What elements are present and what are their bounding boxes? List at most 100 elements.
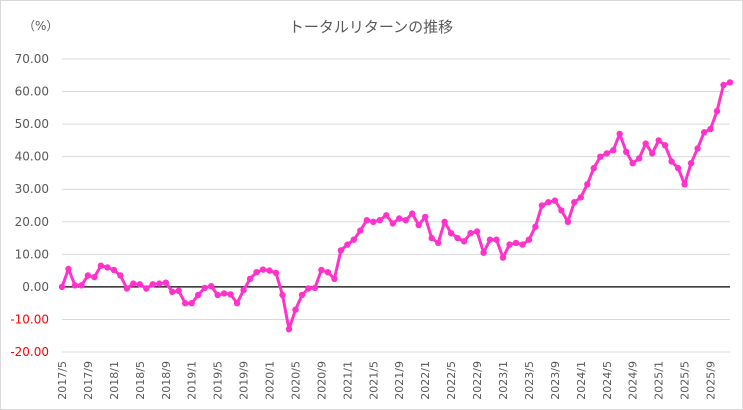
data-point <box>123 285 131 292</box>
data-point <box>713 107 721 115</box>
data-point <box>726 79 734 86</box>
data-point <box>499 254 507 261</box>
data-point <box>65 265 72 273</box>
data-point <box>409 210 416 217</box>
x-tick-label: 2021/9 <box>393 361 406 400</box>
x-tick-label: 2021/1 <box>341 361 354 400</box>
data-point <box>480 249 487 256</box>
data-point <box>266 267 273 274</box>
data-point <box>350 236 357 243</box>
x-tick-label: 2022/9 <box>471 361 484 400</box>
data-point <box>162 279 169 286</box>
data-point <box>272 269 280 277</box>
x-tick-label: 2018/9 <box>160 361 173 400</box>
data-point <box>110 266 118 274</box>
data-point <box>117 272 124 279</box>
x-tick-label: 2019/5 <box>212 361 225 400</box>
x-tick-label: 2025/1 <box>653 361 666 400</box>
data-point <box>629 160 636 167</box>
data-point <box>486 236 494 243</box>
data-point <box>493 236 500 243</box>
data-point <box>130 280 137 287</box>
data-point <box>661 142 669 149</box>
data-point <box>97 262 105 269</box>
data-point <box>590 164 597 172</box>
data-point <box>467 230 474 237</box>
data-point <box>376 217 383 224</box>
data-point <box>545 199 552 206</box>
data-point <box>149 281 156 288</box>
data-point <box>512 239 520 247</box>
x-tick-label: 2020/1 <box>264 361 277 400</box>
data-point <box>551 197 559 204</box>
data-point <box>584 181 591 188</box>
data-point <box>195 291 202 299</box>
y-tick-label: 0.00 <box>22 280 49 294</box>
data-point <box>188 300 195 307</box>
data-point <box>143 285 150 292</box>
x-tick-label: 2020/9 <box>315 361 328 400</box>
data-point <box>506 241 513 248</box>
x-tick-label: 2019/1 <box>186 361 199 400</box>
x-tick-label: 2017/9 <box>82 361 95 400</box>
data-point <box>227 291 234 298</box>
x-tick-label: 2024/1 <box>575 361 588 400</box>
data-point <box>156 280 163 287</box>
data-point <box>642 140 649 147</box>
data-point <box>324 269 332 276</box>
y-tick-label: 30.00 <box>15 182 49 196</box>
data-point <box>201 284 208 292</box>
data-point <box>402 217 409 224</box>
data-point <box>331 275 338 282</box>
data-point <box>720 81 727 89</box>
data-point <box>447 230 455 237</box>
x-tick-label: 2024/5 <box>601 361 614 400</box>
data-point <box>636 155 643 162</box>
data-point <box>357 227 364 234</box>
x-tick-label: 2020/5 <box>289 361 302 400</box>
data-point <box>571 199 578 206</box>
y-tick-label: 60.00 <box>15 85 49 99</box>
data-point <box>674 164 682 172</box>
data-point <box>655 137 662 144</box>
data-point <box>298 291 306 299</box>
data-point <box>104 264 111 271</box>
data-point <box>623 148 630 155</box>
chart-title: トータルリターンの推移 <box>289 18 453 36</box>
data-point <box>305 285 312 292</box>
data-point <box>564 218 572 225</box>
data-point <box>577 194 584 201</box>
x-tick-label: 2021/5 <box>367 361 380 400</box>
data-point <box>208 283 215 290</box>
data-point <box>435 239 442 247</box>
data-point <box>415 221 422 229</box>
data-point <box>441 218 448 225</box>
data-point <box>558 207 565 214</box>
data-point <box>389 220 396 227</box>
y-tick-label: -10.00 <box>10 312 49 326</box>
data-point <box>311 284 319 292</box>
data-point <box>344 241 351 248</box>
data-point <box>383 212 390 219</box>
x-tick-label: 2023/1 <box>497 361 510 400</box>
x-tick-label: 2022/1 <box>419 361 432 400</box>
data-point <box>233 300 241 307</box>
data-point <box>603 150 610 157</box>
data-point <box>700 129 708 136</box>
data-point <box>687 160 695 167</box>
data-point <box>454 234 461 242</box>
data-point <box>253 269 260 276</box>
data-point <box>279 291 286 299</box>
data-point <box>681 181 688 188</box>
data-point <box>337 247 345 254</box>
data-point <box>694 145 701 152</box>
data-point <box>240 286 247 294</box>
x-tick-label: 2019/9 <box>238 361 251 400</box>
data-point <box>525 236 533 243</box>
y-tick-label: 70.00 <box>15 52 49 66</box>
data-point <box>597 153 604 160</box>
data-point <box>370 218 377 225</box>
data-point <box>668 158 675 165</box>
